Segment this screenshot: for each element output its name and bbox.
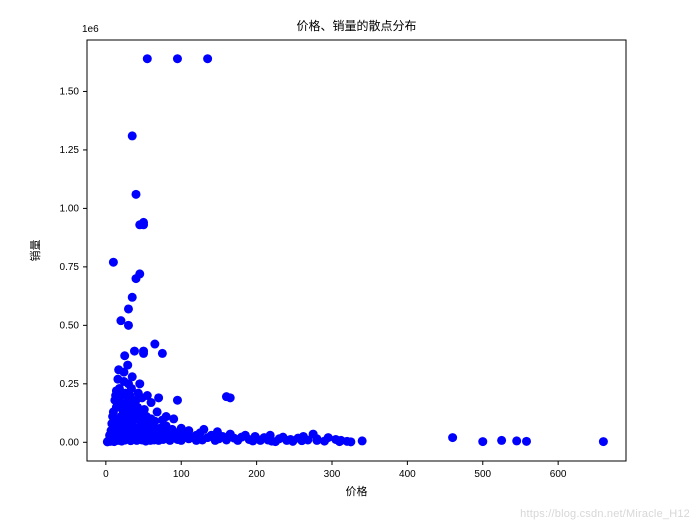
data-point	[346, 437, 355, 446]
y-tick-label: 0.25	[60, 379, 80, 390]
data-point	[522, 437, 531, 446]
data-point	[173, 54, 182, 63]
data-point	[132, 190, 141, 199]
watermark-text: https://blog.csdn.net/Miracle_H12	[520, 508, 690, 520]
data-point	[199, 425, 208, 434]
y-offset-text: 1e6	[82, 24, 99, 35]
data-point	[124, 321, 133, 330]
data-point	[135, 269, 144, 278]
y-ticks: 0.00 0.25 0.50 0.75 1.00 1.25 1.50	[60, 86, 87, 448]
y-axis-label: 销量	[28, 240, 42, 262]
x-tick-label: 500	[474, 469, 491, 480]
scatter-chart: 价格、销量的散点分布 价格 销量 1e6 0 100 200 300 400 500 600…	[0, 0, 696, 524]
data-point	[158, 349, 167, 358]
y-tick-label: 0.75	[60, 262, 80, 273]
data-point	[173, 396, 182, 405]
data-point	[478, 437, 487, 446]
data-point	[448, 433, 457, 442]
y-tick-label: 0.00	[60, 437, 80, 448]
data-point	[497, 436, 506, 445]
data-point	[123, 361, 132, 370]
data-point	[139, 218, 148, 227]
chart-container: 价格、销量的散点分布 价格 销量 1e6 0 100 200 300 400 500 600…	[0, 0, 696, 524]
x-tick-label: 200	[248, 469, 265, 480]
x-ticks: 0 100 200 300 400 500 600	[103, 461, 567, 480]
data-point	[324, 433, 333, 442]
data-point	[139, 347, 148, 356]
data-point	[128, 293, 137, 302]
y-tick-label: 0.50	[60, 320, 80, 331]
x-tick-label: 400	[399, 469, 416, 480]
x-tick-label: 0	[103, 469, 109, 480]
data-point	[153, 407, 162, 416]
data-point	[135, 379, 144, 388]
chart-title: 价格、销量的散点分布	[296, 18, 416, 33]
data-point	[154, 393, 163, 402]
data-point	[109, 258, 118, 267]
x-tick-label: 600	[550, 469, 567, 480]
data-point	[120, 351, 129, 360]
x-tick-label: 100	[173, 469, 190, 480]
data-point	[128, 372, 137, 381]
x-axis-label: 价格	[346, 484, 368, 498]
data-point	[358, 436, 367, 445]
data-point	[599, 437, 608, 446]
y-tick-label: 1.00	[60, 203, 80, 214]
data-points	[103, 54, 608, 446]
data-point	[116, 316, 125, 325]
y-tick-label: 1.25	[60, 145, 80, 156]
data-point	[128, 131, 137, 140]
data-point	[143, 54, 152, 63]
plot-border	[87, 40, 626, 461]
data-point	[150, 340, 159, 349]
data-point	[169, 414, 178, 423]
data-point	[512, 436, 521, 445]
data-point	[226, 393, 235, 402]
data-point	[130, 347, 139, 356]
data-point	[203, 54, 212, 63]
y-tick-label: 1.50	[60, 86, 80, 97]
data-point	[147, 398, 156, 407]
x-tick-label: 300	[324, 469, 341, 480]
data-point	[124, 304, 133, 313]
